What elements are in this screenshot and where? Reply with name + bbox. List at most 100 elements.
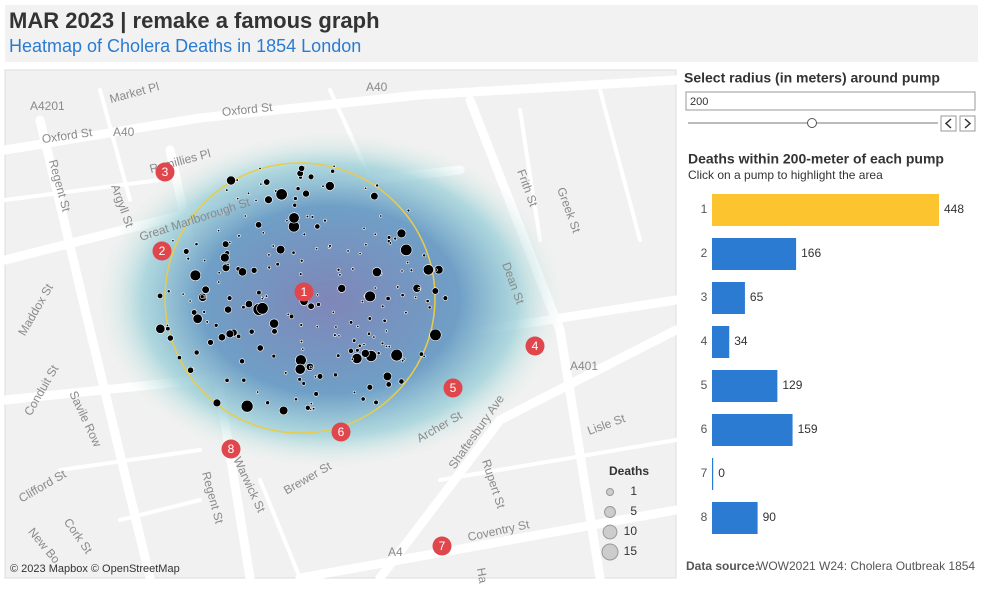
death-dot	[199, 294, 205, 300]
death-dot	[294, 363, 306, 375]
street-label: A40	[366, 80, 388, 94]
death-dot	[315, 247, 319, 251]
death-dot	[275, 188, 288, 201]
radius-input[interactable]	[685, 91, 976, 111]
death-dot	[271, 353, 277, 359]
death-dot	[422, 354, 426, 358]
bar[interactable]	[712, 414, 793, 446]
death-dot	[396, 228, 407, 239]
death-dot	[338, 273, 342, 277]
death-dot	[434, 268, 438, 272]
death-dot	[295, 186, 301, 191]
control-label: Select radius (in meters) around pump	[684, 70, 940, 86]
death-dot	[235, 178, 239, 182]
category-label: 7	[701, 466, 708, 480]
death-dot	[380, 341, 385, 346]
death-dot	[299, 258, 304, 263]
prev-button[interactable]	[940, 115, 957, 132]
death-dot	[193, 349, 200, 356]
death-dot	[431, 287, 439, 295]
value-label: 159	[798, 422, 818, 436]
death-dot	[356, 324, 360, 328]
death-dot	[337, 284, 347, 293]
death-dot	[156, 292, 164, 299]
death-dot	[331, 310, 335, 314]
death-dot	[388, 241, 393, 245]
death-dot	[291, 250, 296, 255]
death-dot	[236, 333, 242, 339]
death-dot	[165, 323, 169, 327]
death-dot	[181, 292, 185, 296]
death-dot	[307, 302, 315, 310]
death-dot	[239, 358, 245, 365]
death-dot	[166, 334, 174, 342]
death-dot	[258, 166, 262, 170]
death-dot	[286, 312, 290, 316]
death-dot	[267, 265, 272, 270]
pump-label: 3	[162, 165, 169, 179]
death-dot	[271, 244, 275, 248]
bar[interactable]	[712, 326, 730, 358]
death-dot	[351, 267, 355, 271]
death-dot	[241, 305, 246, 310]
death-dot	[177, 355, 182, 360]
bar[interactable]	[712, 502, 758, 534]
death-dot	[409, 268, 414, 272]
map[interactable]: Market Pl A4201 A40 Oxford St A40 Oxford…	[0, 69, 681, 584]
death-dot	[375, 183, 379, 188]
death-dot	[387, 345, 391, 349]
death-dot	[422, 264, 434, 276]
death-dot	[183, 248, 190, 255]
next-icon	[964, 118, 972, 129]
death-dot	[364, 290, 376, 303]
pump[interactable]	[525, 336, 545, 356]
bar[interactable]	[712, 238, 797, 270]
pump[interactable]	[331, 422, 351, 442]
death-dot	[373, 286, 377, 290]
death-dot	[352, 390, 357, 395]
bar-chart[interactable]: 1 448 2 166 3 65 4 34 5 129 6 159 7 0 8 90	[701, 194, 965, 534]
value-label: 90	[763, 510, 777, 524]
bar[interactable]	[712, 370, 778, 402]
pumps[interactable]: 1 2 3 4 5 6 7 8	[152, 162, 545, 556]
death-dot	[299, 339, 304, 344]
pump[interactable]	[155, 162, 175, 182]
bar[interactable]	[712, 194, 939, 226]
pump[interactable]	[221, 439, 241, 459]
death-dot	[256, 390, 260, 394]
death-dot	[217, 333, 226, 342]
death-dot	[260, 297, 264, 301]
death-dot	[385, 296, 391, 302]
slider-thumb[interactable]	[807, 118, 817, 128]
death-dot	[155, 323, 166, 334]
death-dot	[422, 253, 427, 258]
prev-icon	[944, 118, 952, 129]
pump[interactable]	[294, 282, 314, 302]
pump[interactable]	[432, 536, 452, 556]
death-dot	[309, 402, 313, 406]
death-dot	[221, 240, 230, 248]
death-dot	[316, 373, 324, 380]
pump[interactable]	[443, 378, 463, 398]
death-dot	[328, 244, 332, 248]
legend-label: 15	[624, 544, 638, 558]
death-dot	[348, 348, 354, 354]
death-dot	[418, 351, 424, 357]
bar[interactable]	[712, 282, 745, 314]
radius-circle	[164, 162, 436, 434]
death-dot	[315, 325, 319, 329]
category-label: 5	[701, 378, 708, 392]
bar[interactable]	[712, 458, 714, 490]
pump[interactable]	[152, 241, 172, 261]
death-dot	[373, 399, 379, 406]
next-button[interactable]	[959, 115, 976, 132]
death-dot	[226, 263, 230, 267]
death-dot	[285, 219, 289, 223]
death-dots	[155, 164, 449, 416]
death-dot	[212, 398, 222, 408]
death-dot	[386, 235, 392, 240]
death-dot	[269, 318, 280, 329]
legend-size	[601, 543, 619, 561]
category-label: 6	[701, 422, 708, 436]
